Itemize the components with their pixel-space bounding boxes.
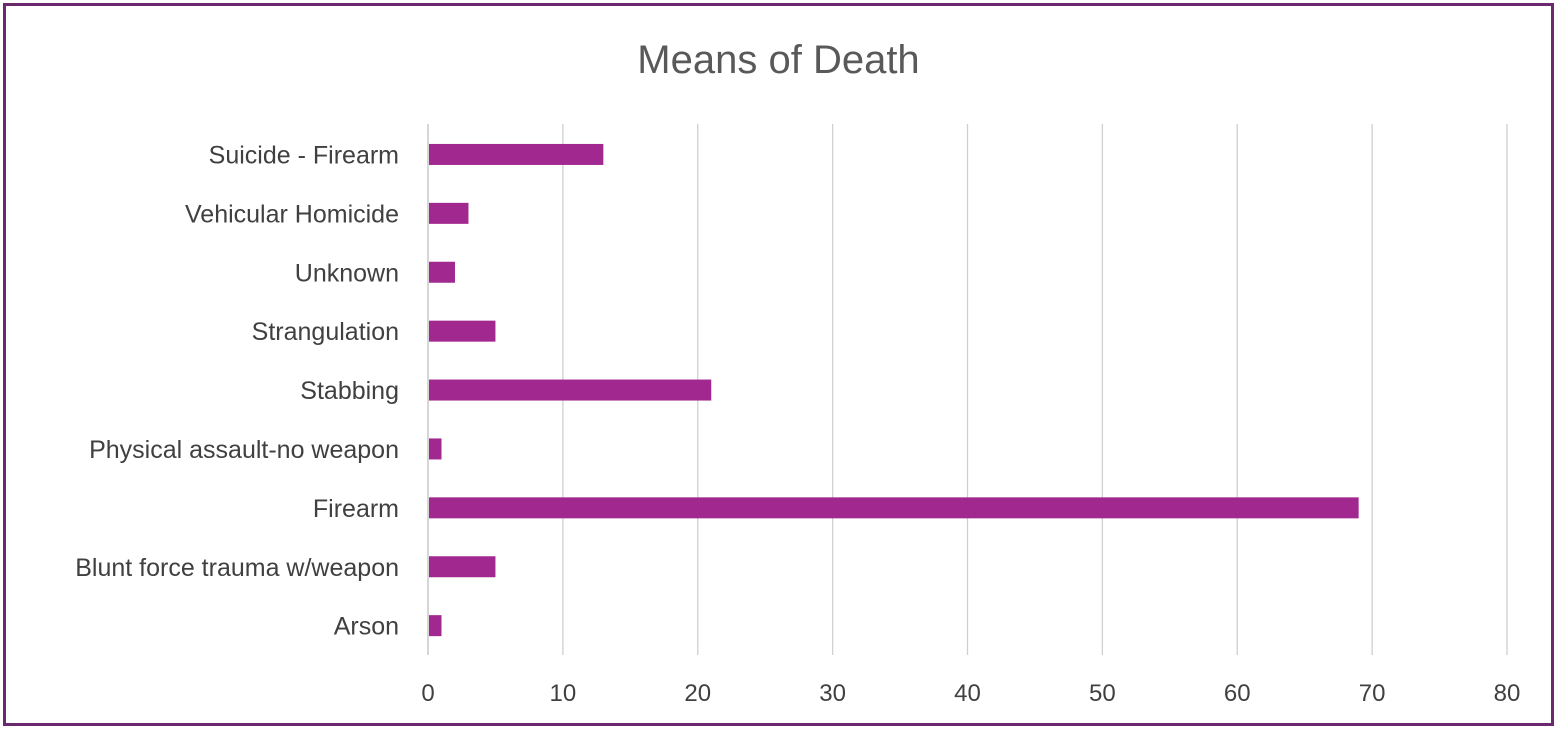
x-tick-label-10: 10: [550, 680, 577, 707]
bar-firearm: [429, 497, 1359, 519]
x-tick-label-60: 60: [1224, 680, 1251, 707]
bars: [429, 143, 1359, 637]
bar-unknown: [429, 261, 455, 283]
category-label: Blunt force trauma w/weapon: [75, 554, 399, 582]
category-label: Stabbing: [300, 377, 399, 405]
bar-arson: [429, 615, 442, 637]
category-label: Strangulation: [252, 318, 399, 346]
x-tick-labels: 0 10 20 30 40 50 60 70 80: [421, 680, 1520, 707]
bar-vehicular-homicide: [429, 202, 469, 224]
category-label: Unknown: [295, 259, 399, 287]
category-label: Physical assault-no weapon: [89, 436, 399, 464]
x-tick-label-30: 30: [819, 680, 846, 707]
bar-strangulation: [429, 320, 496, 342]
x-tick-label-80: 80: [1494, 680, 1521, 707]
category-label: Firearm: [313, 495, 399, 523]
x-tick-label-70: 70: [1359, 680, 1386, 707]
chart-title: Means of Death: [637, 38, 920, 82]
x-tick-label-20: 20: [684, 680, 711, 707]
chart-frame: Means of Death: [3, 3, 1554, 726]
category-label: Vehicular Homicide: [185, 200, 399, 228]
x-tick-label-0: 0: [421, 680, 434, 707]
bar-blunt-force-trauma-w-weapon: [429, 556, 496, 578]
x-tick-label-50: 50: [1089, 680, 1116, 707]
x-tick-label-40: 40: [954, 680, 981, 707]
category-labels: Suicide - Firearm Vehicular Homicide Unkno…: [75, 141, 399, 640]
bar-stabbing: [429, 379, 712, 401]
category-label: Suicide - Firearm: [209, 141, 399, 169]
bar-suicide-firearm: [429, 143, 604, 165]
bar-physical-assault-no-weapon: [429, 438, 442, 460]
category-label: Arson: [334, 613, 399, 641]
